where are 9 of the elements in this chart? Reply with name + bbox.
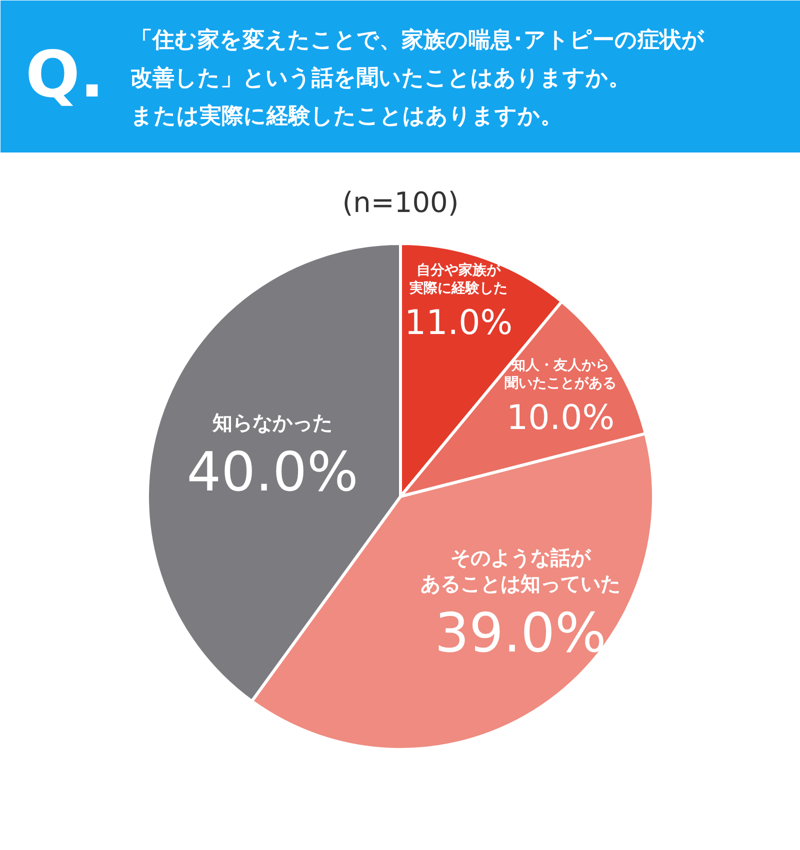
data-label: 11.0% [404,302,513,343]
slice-label: 知らなかった [212,410,332,434]
slice-label: そのような話があることは知っていた [420,546,620,596]
chart-subtitle: (n=100) [342,186,459,219]
data-label: 39.0% [434,602,606,664]
data-label: 10.0% [506,398,615,438]
chart-title: 「住む家を変えたことで、家族の喘息･アトピーの症状が改善した」という話を聞いたことはありますか。または実際に経験したことはありますか。 [130,27,704,129]
text: Q. [26,38,104,112]
data-label: 40.0% [186,440,358,504]
